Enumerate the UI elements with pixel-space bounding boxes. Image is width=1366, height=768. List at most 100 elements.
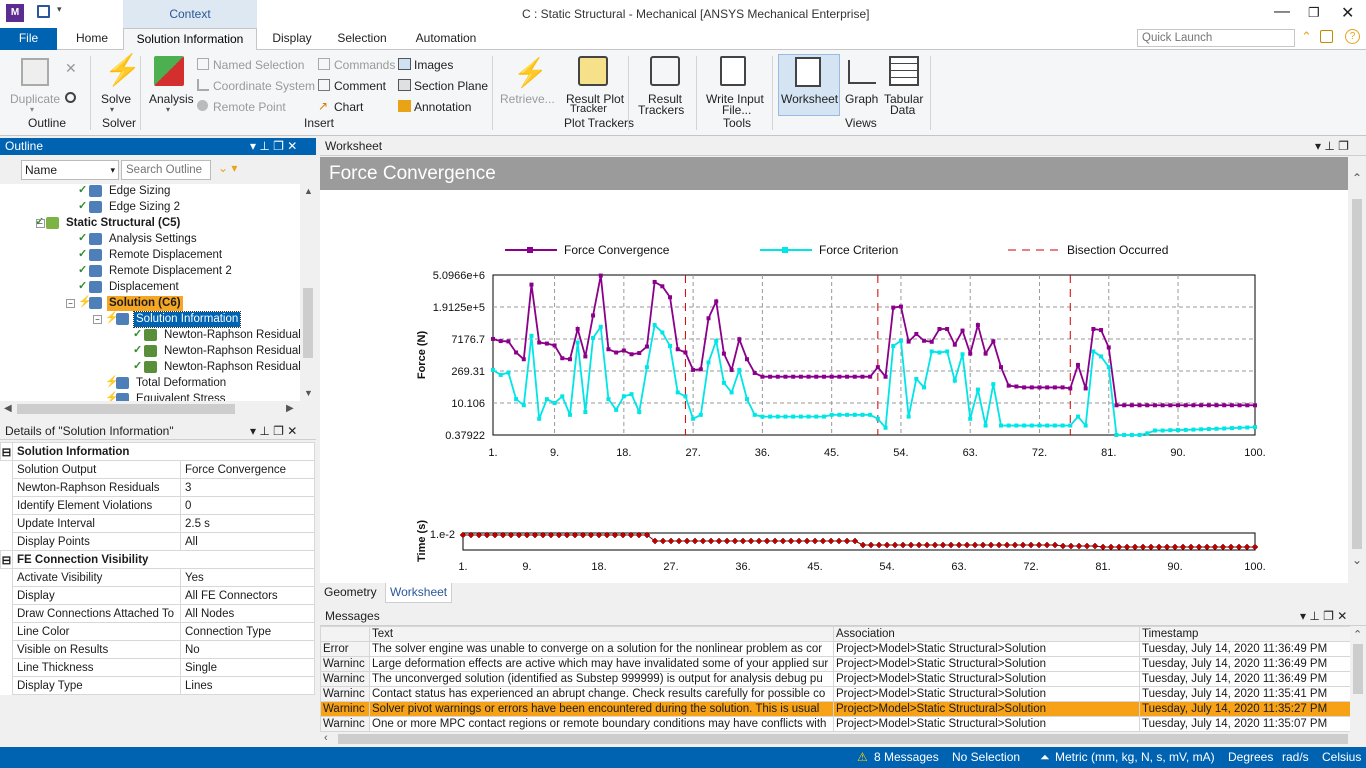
- units-chevron-icon[interactable]: ⏶: [1040, 750, 1050, 764]
- annotation-button[interactable]: Annotation: [414, 100, 472, 114]
- message-row[interactable]: Warninc One or more MPC contact regions o…: [320, 716, 1351, 732]
- quick-launch[interactable]: [1137, 29, 1295, 47]
- check-icon[interactable]: [1320, 30, 1333, 43]
- tabular-data-icon[interactable]: [889, 56, 919, 86]
- expand-toggle[interactable]: −: [66, 299, 75, 308]
- status-angle[interactable]: Degrees: [1228, 750, 1274, 764]
- tab-automation[interactable]: Automation: [415, 31, 477, 45]
- tab-geometry[interactable]: Geometry: [320, 583, 381, 603]
- expand-toggle[interactable]: −: [93, 315, 102, 324]
- data-point: [668, 343, 673, 348]
- result-plot-tracker-button[interactable]: Result Plot: [566, 92, 625, 106]
- help-icon[interactable]: ?: [1345, 29, 1360, 44]
- tab-selection[interactable]: Selection: [337, 31, 387, 45]
- close-button[interactable]: ✕: [1341, 5, 1355, 22]
- search-icon[interactable]: [65, 92, 76, 103]
- details-value[interactable]: 0: [180, 496, 315, 515]
- restore-button[interactable]: ❐: [1308, 5, 1320, 20]
- worksheet-vscroll-thumb[interactable]: [1352, 199, 1362, 549]
- column-header[interactable]: Timestamp: [1139, 626, 1351, 642]
- chevron-down-icon[interactable]: ▾: [57, 4, 62, 14]
- save-icon[interactable]: [37, 5, 50, 18]
- column-header[interactable]: [320, 626, 370, 642]
- result-plot-tracker-icon[interactable]: [578, 56, 608, 86]
- details-value[interactable]: All Nodes: [180, 604, 315, 623]
- filter-dropdown-icon[interactable]: ⌄ ▾: [218, 161, 238, 175]
- status-messages[interactable]: 8 Messages: [874, 750, 939, 764]
- section-collapse-toggle[interactable]: ⊟: [0, 550, 13, 569]
- chart-button[interactable]: Chart: [334, 100, 364, 114]
- status-rotation[interactable]: rad/s: [1282, 750, 1309, 764]
- message-text: One or more MPC contact regions or remot…: [369, 716, 834, 732]
- outline-vscroll[interactable]: ▲ ▼: [300, 184, 316, 401]
- details-value[interactable]: 2.5 s: [180, 514, 315, 533]
- graph-icon[interactable]: [848, 60, 876, 84]
- worksheet-vscroll[interactable]: ⌃ ⌄: [1348, 157, 1366, 583]
- details-value[interactable]: Force Convergence: [180, 460, 315, 479]
- section-plane-button[interactable]: Section Plane: [414, 79, 489, 93]
- message-row[interactable]: Warninc Solver pivot warnings or errors h…: [320, 701, 1351, 717]
- tab-file[interactable]: File: [0, 28, 57, 50]
- details-row: Line Thickness Single: [1, 658, 315, 677]
- quick-launch-input[interactable]: [1138, 30, 1288, 46]
- analysis-icon[interactable]: [154, 56, 184, 86]
- message-row[interactable]: Error The solver engine was unable to con…: [320, 641, 1351, 657]
- app-icon[interactable]: M: [6, 4, 24, 22]
- details-value[interactable]: Yes: [180, 568, 315, 587]
- outline-hscroll-thumb[interactable]: [17, 404, 235, 414]
- search-outline-input[interactable]: [121, 160, 211, 180]
- delete-icon[interactable]: ✕: [65, 60, 77, 76]
- message-row[interactable]: Warninc Large deformation effects are act…: [320, 656, 1351, 672]
- message-row[interactable]: Warninc The unconverged solution (identif…: [320, 671, 1351, 687]
- status-temperature[interactable]: Celsius: [1322, 750, 1362, 764]
- analysis-button[interactable]: Analysis: [149, 92, 194, 106]
- messages-vscroll[interactable]: ⌃: [1350, 626, 1366, 732]
- column-header[interactable]: Association: [833, 626, 1140, 642]
- lightning-icon[interactable]: ⚡: [104, 54, 142, 87]
- outline-vscroll-thumb[interactable]: [303, 288, 313, 358]
- outline-hscroll[interactable]: ◀ ▶: [0, 401, 300, 417]
- time-data-point: [659, 537, 667, 545]
- time-data-point: [819, 537, 827, 545]
- duplicate-button[interactable]: Duplicate: [10, 92, 61, 106]
- pin-icon[interactable]: ▾ ⊥ ❐ ✕: [250, 139, 298, 153]
- details-value[interactable]: Lines: [180, 676, 315, 695]
- duplicate-icon[interactable]: [21, 58, 49, 86]
- messages-vscroll-thumb[interactable]: [1353, 644, 1363, 694]
- details-value[interactable]: Connection Type: [180, 622, 315, 641]
- result-trackers-button[interactable]: Result: [648, 92, 683, 106]
- messages-hscroll-thumb[interactable]: [338, 734, 1348, 744]
- solve-button[interactable]: Solve: [101, 92, 132, 106]
- write-input-file-icon[interactable]: [720, 56, 746, 86]
- expand-toggle[interactable]: −: [36, 219, 45, 228]
- section-collapse-toggle[interactable]: ⊟: [0, 442, 13, 461]
- worksheet-button[interactable]: Worksheet: [781, 92, 839, 106]
- write-input-file-button[interactable]: Write Input: [706, 92, 764, 106]
- tab-display[interactable]: Display: [272, 31, 312, 45]
- collapse-ribbon-icon[interactable]: ⌃: [1301, 29, 1312, 44]
- minimize-button[interactable]: —: [1274, 3, 1290, 20]
- worksheet-window-controls[interactable]: ▾ ⊥ ❐: [1315, 139, 1349, 153]
- outline-filter-select[interactable]: Name ▾: [21, 160, 119, 180]
- column-header[interactable]: Text: [369, 626, 834, 642]
- graph-button[interactable]: Graph: [845, 92, 879, 106]
- message-text: Large deformation effects are active whi…: [369, 656, 834, 672]
- status-units[interactable]: Metric (mm, kg, N, s, mV, mA): [1055, 750, 1215, 764]
- details-value[interactable]: Single: [180, 658, 315, 677]
- details-value[interactable]: All: [180, 532, 315, 551]
- details-value[interactable]: All FE Connectors: [180, 586, 315, 605]
- tab-worksheet[interactable]: Worksheet: [385, 583, 453, 603]
- tab-solution-information[interactable]: Solution Information: [123, 28, 257, 51]
- details-value[interactable]: 3: [180, 478, 315, 497]
- details-window-controls[interactable]: ▾ ⊥ ❐ ✕: [250, 424, 298, 438]
- details-value[interactable]: No: [180, 640, 315, 659]
- message-row[interactable]: Warninc Contact status has experienced an…: [320, 686, 1351, 702]
- result-trackers-icon[interactable]: [650, 56, 680, 86]
- tab-home[interactable]: Home: [75, 31, 108, 45]
- tabular-data-button[interactable]: Tabular: [884, 92, 924, 106]
- comment-button[interactable]: Comment: [334, 79, 387, 93]
- y-tick-label: 1.9125e+5: [433, 302, 485, 314]
- images-button[interactable]: Images: [414, 58, 454, 72]
- messages-hscroll[interactable]: ‹: [320, 732, 1366, 746]
- messages-window-controls[interactable]: ▾ ⊥ ❐ ✕: [1300, 609, 1348, 623]
